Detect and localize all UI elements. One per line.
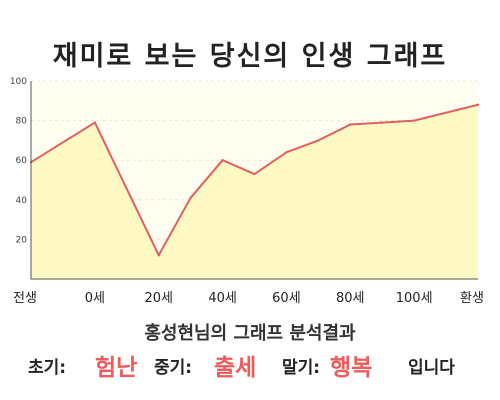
y-tick-100: 100 bbox=[10, 77, 27, 87]
data-point-60세 bbox=[285, 151, 288, 154]
late-stage-label: 말기: bbox=[282, 358, 321, 378]
analysis-result: 초기: 험난 중기: 출세 말기: 행복 입니다 bbox=[0, 345, 500, 385]
y-tick-40: 40 bbox=[16, 196, 28, 206]
y-tick-80: 80 bbox=[16, 117, 28, 127]
data-point-20세 bbox=[157, 254, 160, 257]
analysis-caption: 홍성현님의 그래프 분석결과 bbox=[144, 323, 356, 344]
data-point-환생 bbox=[476, 103, 480, 106]
early-stage-label: 초기: bbox=[28, 358, 67, 378]
x-tick-40세: 40세 bbox=[208, 291, 237, 306]
mid-stage-label: 중기: bbox=[154, 358, 193, 378]
data-point-80세 bbox=[349, 123, 352, 126]
mid-stage-value: 출세 bbox=[214, 355, 257, 381]
data-point-0세 bbox=[93, 121, 97, 124]
data-point-50세 bbox=[253, 172, 256, 176]
early-stage-value: 험난 bbox=[95, 355, 138, 381]
area-fill bbox=[31, 104, 478, 279]
x-tick-100세: 100세 bbox=[396, 291, 433, 306]
data-point-100세 bbox=[412, 119, 416, 122]
x-tick-0세: 0세 bbox=[85, 291, 105, 306]
chart-title: 재미로 보는 당신의 인생 그래프 bbox=[52, 41, 448, 72]
data-point-40세 bbox=[221, 159, 224, 162]
y-tick-60: 60 bbox=[16, 156, 28, 166]
late-stage-value: 행복 bbox=[330, 355, 373, 381]
x-tick-20세: 20세 bbox=[144, 291, 173, 306]
data-point-90세 bbox=[381, 121, 384, 124]
life-line bbox=[30, 103, 479, 257]
x-tick-환생: 환생 bbox=[460, 291, 484, 306]
data-point-30세 bbox=[189, 196, 192, 200]
ending-text: 입니다 bbox=[408, 358, 455, 378]
data-point-70세 bbox=[317, 139, 320, 142]
x-tick-전생: 전생 bbox=[13, 291, 37, 306]
x-tick-80세: 80세 bbox=[336, 291, 365, 306]
y-tick-20: 20 bbox=[16, 235, 28, 245]
x-tick-60세: 60세 bbox=[272, 291, 301, 306]
